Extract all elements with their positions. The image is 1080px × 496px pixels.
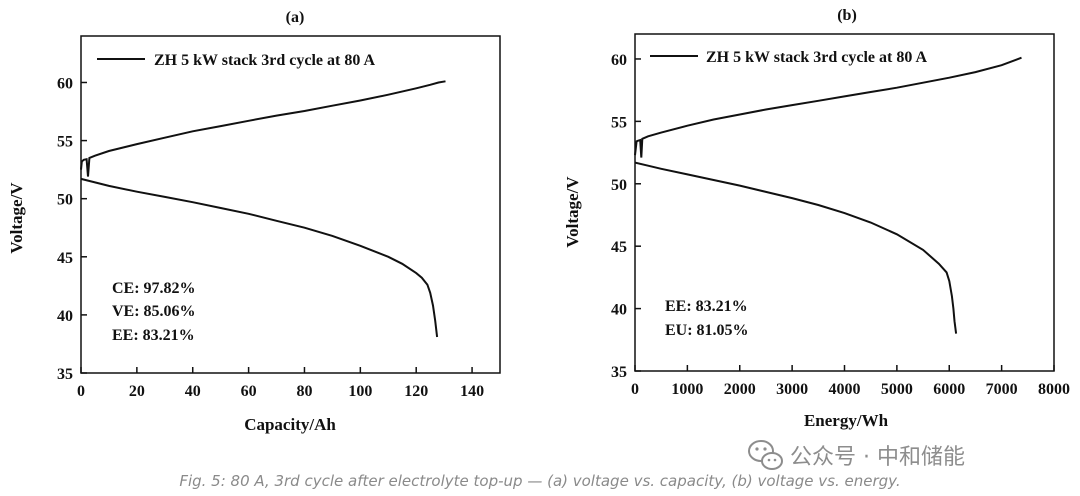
panel-a-annotation-ee: EE: 83.21%: [112, 327, 195, 344]
figure-caption: Fig. 5: 80 A, 3rd cycle after electrolyt…: [179, 472, 900, 490]
x-tick-label: 40: [185, 383, 201, 400]
chart-panel-a: (a) 0 20 40 60 80 100 120 140 35 40 45 50 55 60 ZH 5…: [7, 9, 501, 434]
chart-panel-b: (b) 0 1000 2000 3000 4000 5000 6000 7000 8000 35…: [563, 7, 1070, 430]
x-tick-label: 1000: [671, 381, 703, 398]
x-tick-label: 4000: [829, 381, 861, 398]
y-tick-label: 60: [611, 52, 627, 69]
panel-a-x-axis-title: Capacity/Ah: [244, 415, 336, 434]
x-tick-label: 80: [296, 383, 312, 400]
watermark: 公众号 · 中和储能: [748, 440, 965, 470]
panel-b-discharge-curve: [634, 161, 958, 334]
panel-a-y-ticks: 35 40 45 50 55 60: [57, 75, 87, 383]
x-tick-label: 5000: [881, 381, 913, 398]
panel-a-label: (a): [286, 9, 305, 26]
x-tick-label: 2000: [724, 381, 756, 398]
y-tick-label: 40: [57, 308, 73, 325]
panel-b-annotation-eu: EU: 81.05%: [665, 322, 749, 339]
x-tick-label: 140: [460, 383, 484, 400]
panel-a-discharge-curve: [80, 177, 439, 338]
panel-a-annotation-ve: VE: 85.06%: [112, 303, 196, 320]
x-tick-label: 6000: [933, 381, 965, 398]
x-tick-label: 120: [404, 383, 428, 400]
y-tick-label: 50: [57, 192, 73, 209]
panel-a-annotation-ce: CE: 97.82%: [112, 280, 196, 297]
y-tick-label: 35: [57, 366, 73, 383]
panel-b-label: (b): [837, 7, 857, 24]
x-tick-label: 60: [241, 383, 257, 400]
panel-b-y-axis-title: Voltage/V: [563, 176, 582, 248]
panel-b-plot-frame: [634, 33, 1055, 372]
wechat-icon: [748, 440, 783, 470]
y-tick-label: 55: [57, 134, 73, 151]
y-tick-label: 45: [57, 250, 73, 267]
x-tick-label: 8000: [1038, 381, 1070, 398]
panel-b-annotation-ee: EE: 83.21%: [665, 298, 748, 315]
y-tick-label: 45: [611, 239, 627, 256]
x-tick-label: 0: [631, 381, 639, 398]
panel-a-plot-frame: [80, 35, 501, 374]
panel-a-legend-entry: ZH 5 kW stack 3rd cycle at 80 A: [154, 52, 375, 69]
panel-b-x-axis-title: Energy/Wh: [804, 411, 889, 430]
x-tick-label: 0: [77, 383, 85, 400]
panel-a-charge-curve: [80, 80, 446, 177]
y-tick-label: 40: [611, 302, 627, 319]
panel-b-y-ticks: 35 40 45 50 55 60: [611, 52, 641, 381]
panel-a-x-ticks: 0 20 40 60 80 100 120 140: [77, 367, 484, 400]
y-tick-label: 60: [57, 75, 73, 92]
y-tick-label: 35: [611, 364, 627, 381]
watermark-text: 公众号 · 中和储能: [790, 445, 965, 470]
x-tick-label: 20: [129, 383, 145, 400]
panel-b-legend-entry: ZH 5 kW stack 3rd cycle at 80 A: [706, 49, 927, 66]
x-tick-label: 3000: [776, 381, 808, 398]
panel-a-y-axis-title: Voltage/V: [7, 182, 26, 254]
panel-b-x-ticks: 0 1000 2000 3000 4000 5000 6000 7000 8000: [631, 365, 1070, 398]
y-tick-label: 50: [611, 177, 627, 194]
x-tick-label: 7000: [986, 381, 1018, 398]
y-tick-label: 55: [611, 114, 627, 131]
panel-b-charge-curve: [634, 56, 1022, 158]
x-tick-label: 100: [348, 383, 372, 400]
